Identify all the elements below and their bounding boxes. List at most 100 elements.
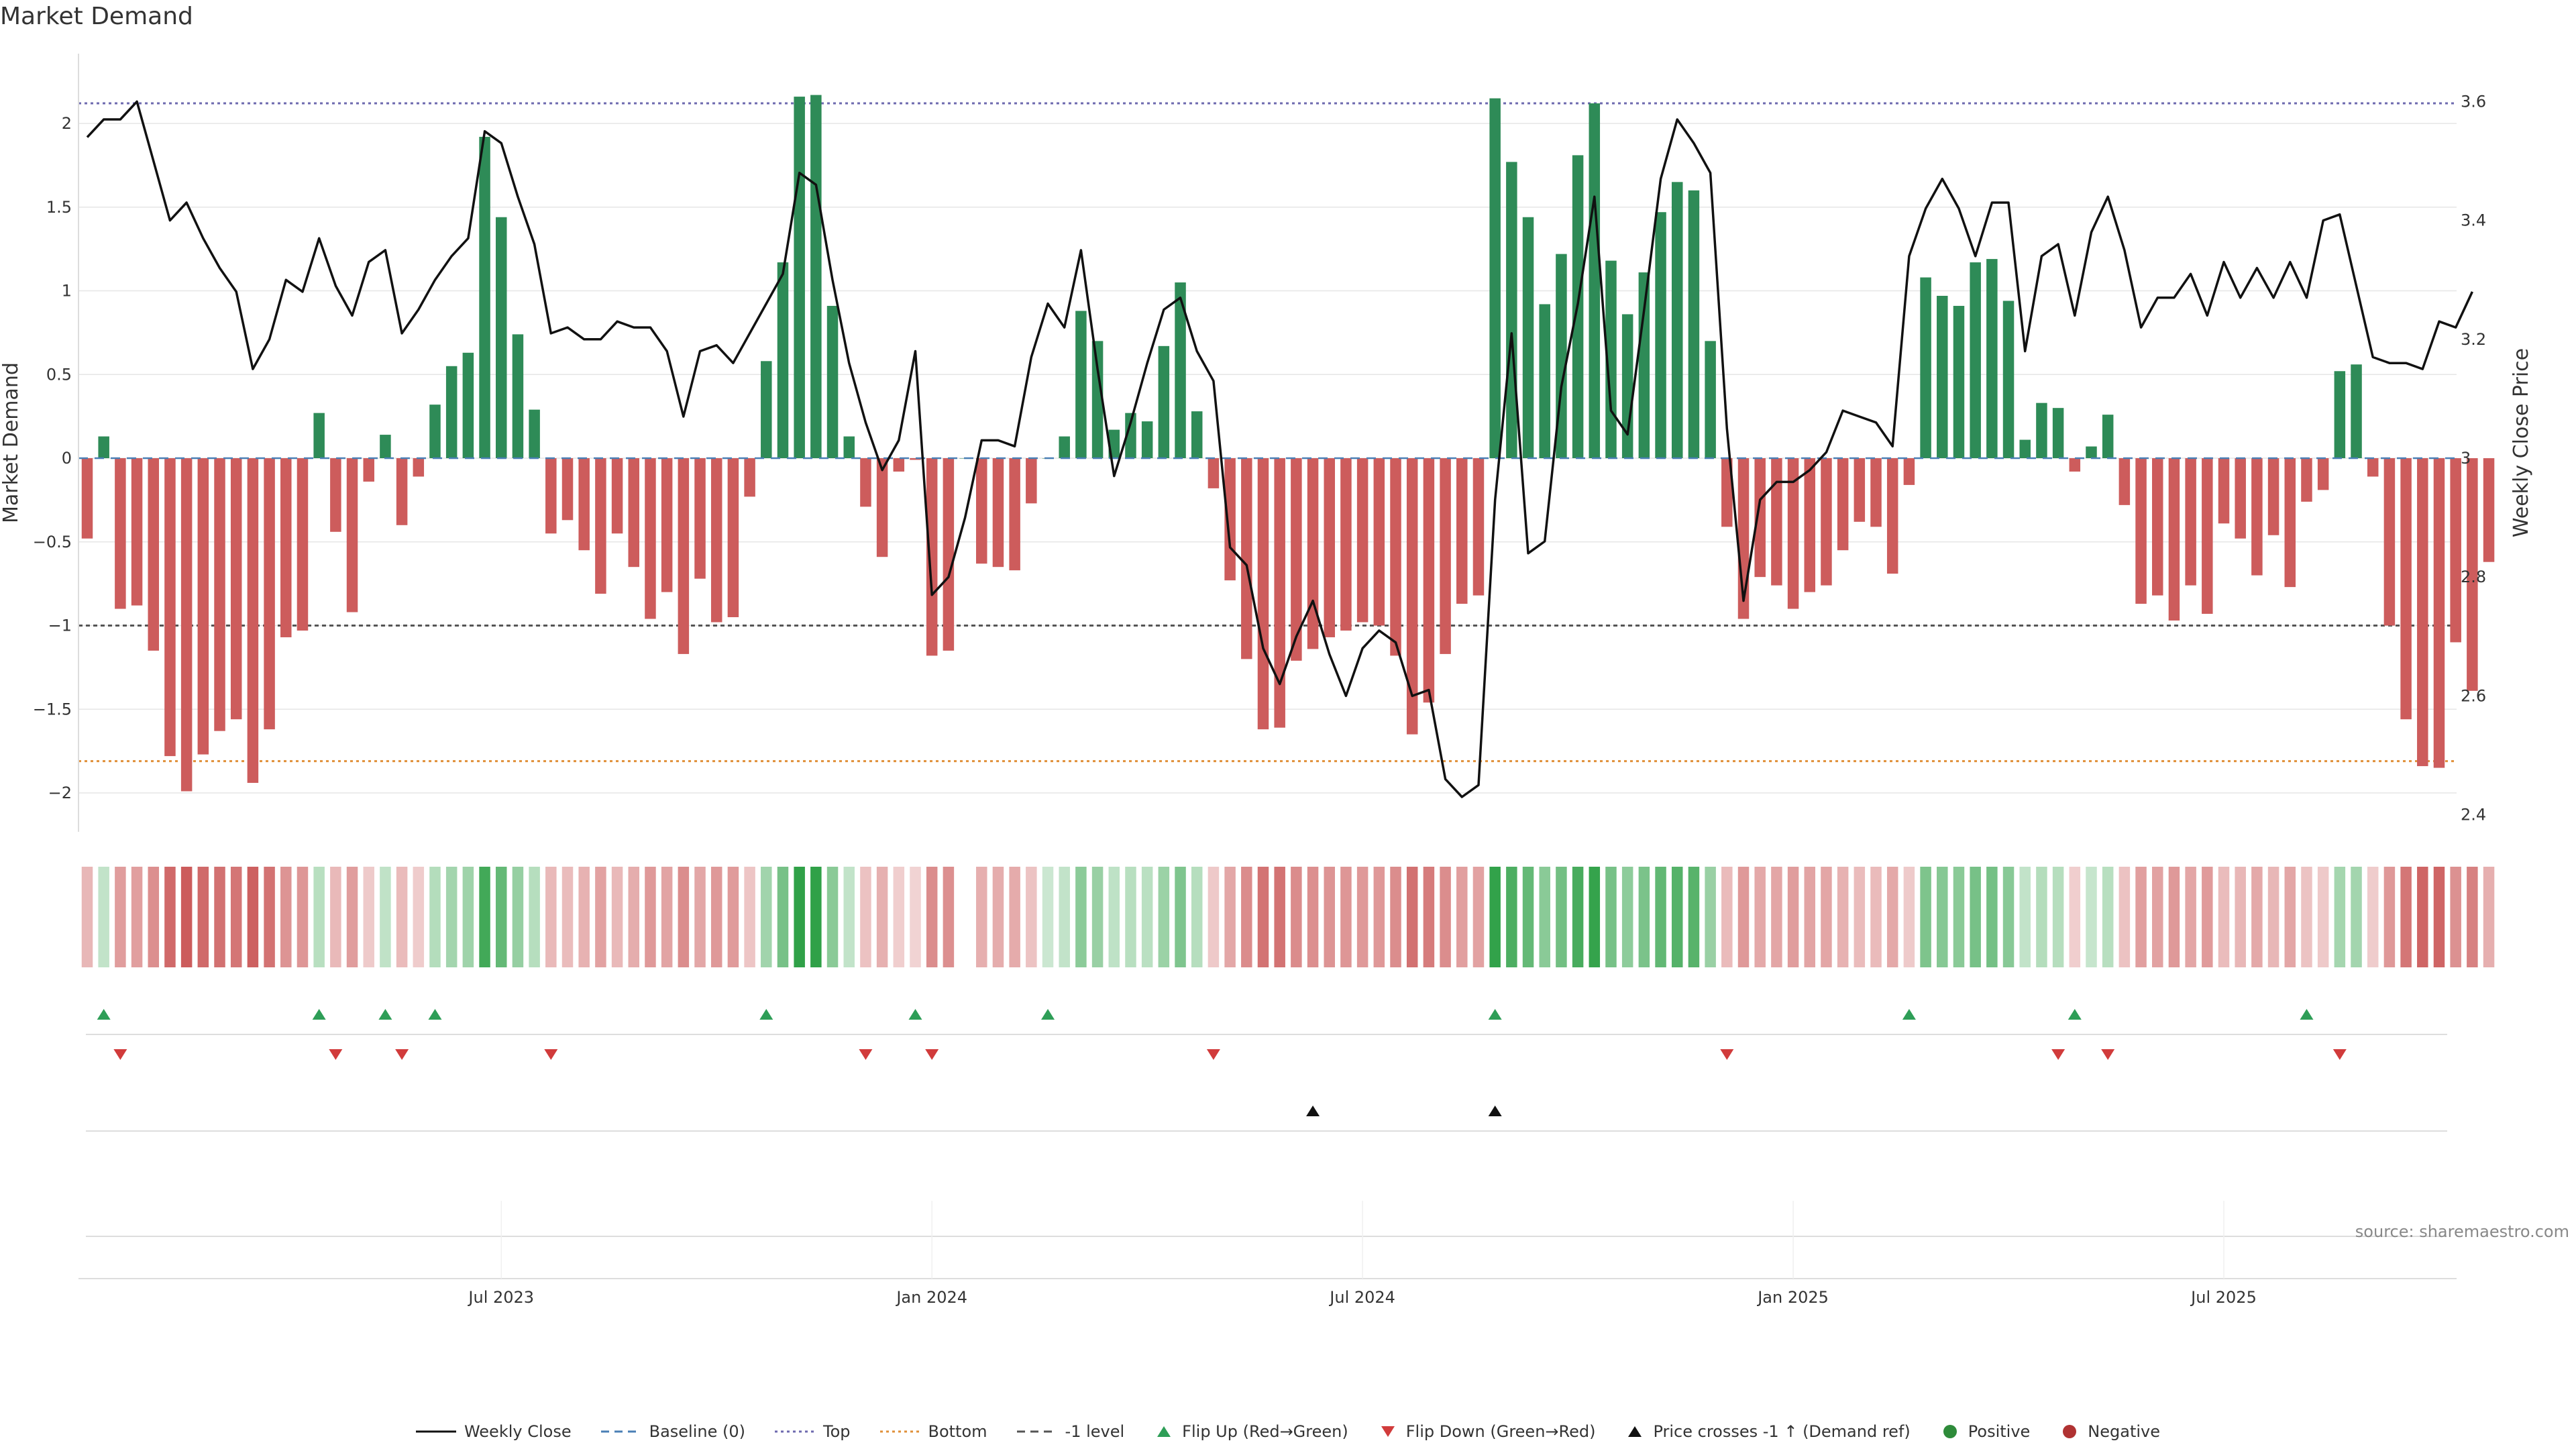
- demand-bar: [264, 458, 275, 730]
- demand-heat-strip: [81, 867, 2495, 967]
- demand-bar: [2069, 458, 2081, 472]
- flip-up-marker: [1041, 1009, 1055, 1020]
- heat-cell: [1356, 867, 1368, 967]
- heat-cell: [727, 867, 739, 967]
- heat-cell: [1771, 867, 1782, 967]
- heat-cell: [1953, 867, 1965, 967]
- demand-bar: [214, 458, 225, 731]
- heat-cell: [1605, 867, 1617, 967]
- demand-bar: [2334, 371, 2346, 458]
- heat-cell: [2235, 867, 2246, 967]
- demand-bar: [628, 458, 640, 568]
- demand-bar: [496, 217, 507, 458]
- heat-cell: [1821, 867, 1832, 967]
- demand-bar: [2467, 458, 2478, 691]
- demand-bar: [297, 458, 309, 631]
- heat-cell: [1937, 867, 1948, 967]
- legend-symbol: [415, 1430, 456, 1433]
- heat-cell: [280, 867, 292, 967]
- legend-label: Flip Down (Green→Red): [1405, 1422, 1596, 1441]
- heat-cell: [2152, 867, 2163, 967]
- heat-cell: [164, 867, 176, 967]
- heat-cell: [628, 867, 640, 967]
- heat-cell: [98, 867, 109, 967]
- x-axis: Jul 2023 Jan 2024 Jul 2024 Jan 2025 Jul 2025: [78, 1201, 2457, 1307]
- demand-bar: [148, 458, 160, 651]
- flip-down-marker: [2051, 1049, 2065, 1060]
- demand-bar: [2450, 458, 2461, 643]
- heat-cell: [346, 867, 358, 967]
- demand-bar: [512, 334, 524, 458]
- weekly-close-line: [86, 100, 2473, 798]
- heat-cell: [264, 867, 275, 967]
- heat-cell: [2002, 867, 2015, 967]
- flip-down-marker: [395, 1049, 409, 1060]
- flip-down-marker: [2332, 1049, 2347, 1060]
- legend-symbol: [1628, 1426, 1642, 1437]
- demand-bar: [197, 458, 209, 755]
- legend-item: Baseline (0): [600, 1422, 745, 1441]
- heat-cell: [678, 867, 690, 967]
- y2-tick-label: 2.6: [2461, 686, 2486, 705]
- y2-tick-label: 3.4: [2461, 211, 2486, 230]
- demand-bar: [1771, 458, 1782, 586]
- demand-bar: [2168, 458, 2180, 621]
- demand-bar: [1787, 458, 1799, 609]
- heat-cell: [1406, 867, 1418, 967]
- legend-label: Positive: [1968, 1422, 2031, 1441]
- demand-bar: [1373, 458, 1385, 626]
- heat-cell: [2267, 867, 2279, 967]
- heat-cell: [1440, 867, 1451, 967]
- heat-cell: [810, 867, 822, 967]
- heat-cell: [561, 867, 574, 967]
- demand-bar: [1241, 458, 1252, 659]
- legend-symbol: [2063, 1425, 2077, 1438]
- heat-cell: [214, 867, 225, 967]
- flip-up-marker: [908, 1009, 922, 1020]
- demand-bar: [313, 413, 325, 458]
- flip-markers: [86, 1009, 2447, 1060]
- heat-cell: [645, 867, 656, 967]
- demand-bar: [611, 458, 623, 534]
- heat-cell: [479, 867, 490, 967]
- heat-cell: [313, 867, 325, 967]
- legend-item: Negative: [2059, 1422, 2160, 1441]
- heat-cell: [926, 867, 938, 967]
- price-cross-marker: [1306, 1106, 1320, 1116]
- demand-bar: [1953, 305, 1965, 458]
- weekly-close-path: [86, 100, 2473, 798]
- heat-cell: [115, 867, 126, 967]
- heat-cell: [860, 867, 871, 967]
- legend-symbol: [1943, 1425, 1957, 1438]
- heat-cell: [2052, 867, 2064, 967]
- demand-bar: [1091, 341, 1104, 458]
- demand-bar: [2102, 415, 2114, 458]
- legend-symbol: [1016, 1430, 1057, 1433]
- heat-cell: [595, 867, 606, 967]
- legend-label: Price crosses -1 ↑ (Demand ref): [1653, 1422, 1911, 1441]
- demand-bar: [1208, 458, 1220, 488]
- demand-bar: [1026, 458, 1037, 504]
- heat-cell: [1804, 867, 1816, 967]
- heat-cell: [1837, 867, 1849, 967]
- heat-cell: [413, 867, 425, 967]
- demand-bar: [1870, 458, 1882, 527]
- heat-cell: [2036, 867, 2047, 967]
- demand-bar: [1937, 295, 1948, 458]
- heat-cell: [1175, 867, 1186, 967]
- demand-bar: [777, 262, 789, 458]
- heat-cell: [445, 867, 458, 967]
- demand-bar: [1440, 458, 1451, 654]
- demand-bar: [1920, 277, 1931, 458]
- demand-bar: [876, 458, 888, 557]
- legend-label: Weekly Close: [464, 1422, 572, 1441]
- demand-bar: [2251, 458, 2263, 576]
- y2-tick-label: 2.8: [2461, 568, 2486, 586]
- y-axis-title: Market Demand: [0, 362, 23, 523]
- demand-bar: [429, 405, 441, 458]
- demand-bar: [1886, 458, 1898, 574]
- flip-up-marker: [378, 1009, 392, 1020]
- demand-bar: [2301, 458, 2312, 502]
- demand-bar: [346, 458, 358, 612]
- y-tick-label: −1: [48, 616, 72, 635]
